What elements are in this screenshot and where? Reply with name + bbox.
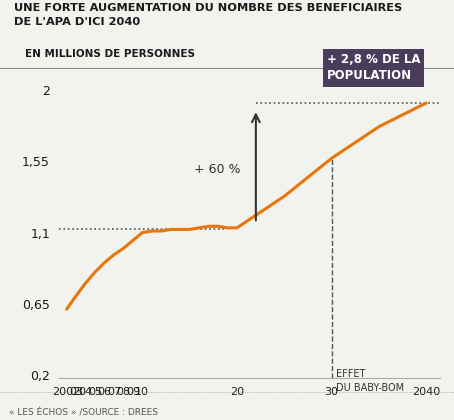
Text: + 60 %: + 60 % (194, 163, 241, 176)
Text: + 2,8 % DE LA
POPULATION: + 2,8 % DE LA POPULATION (327, 53, 420, 82)
Text: UNE FORTE AUGMENTATION DU NOMBRE DES BENEFICIAIRES
DE L'APA D'ICI 2040: UNE FORTE AUGMENTATION DU NOMBRE DES BEN… (14, 3, 402, 27)
Text: EFFET
DU BABY-BOM: EFFET DU BABY-BOM (336, 369, 405, 393)
Text: « LES ÉCHOS » /SOURCE : DREES: « LES ÉCHOS » /SOURCE : DREES (9, 409, 158, 418)
Text: EN MILLIONS DE PERSONNES: EN MILLIONS DE PERSONNES (25, 49, 195, 59)
